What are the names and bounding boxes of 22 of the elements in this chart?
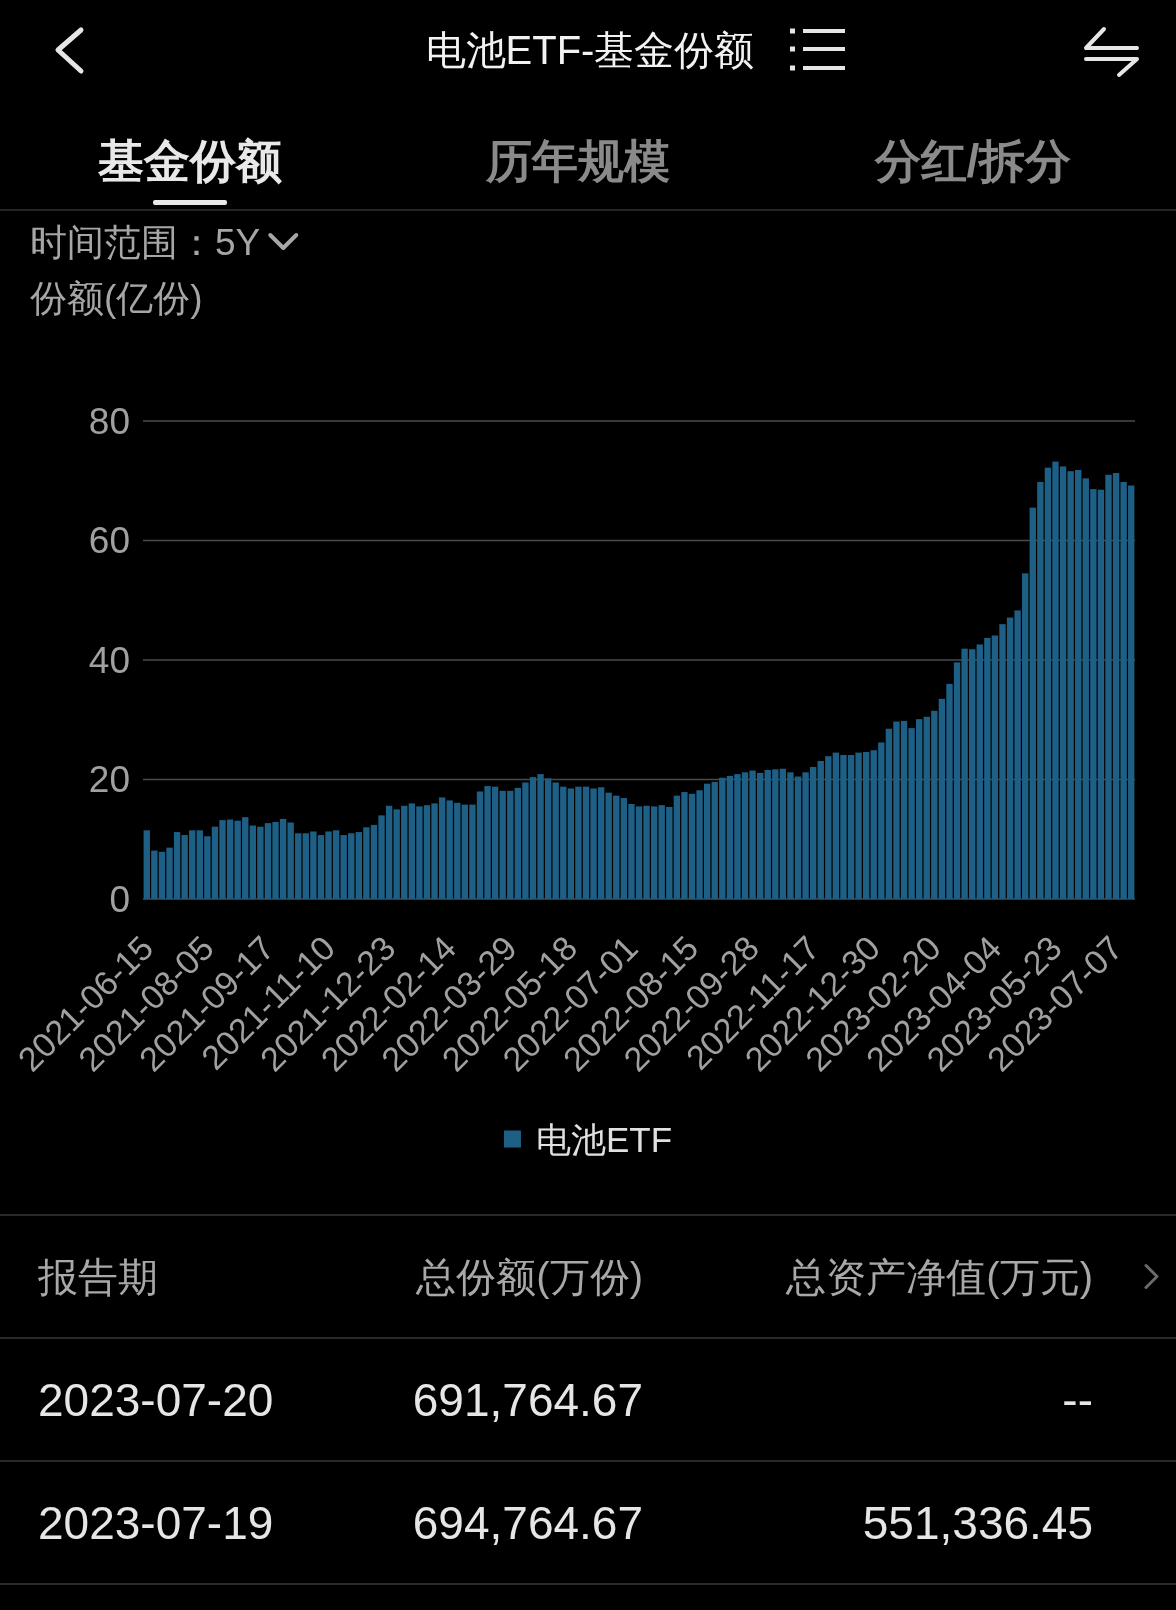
legend: 电池ETF	[503, 1119, 673, 1159]
y-axis-title: 份额(亿份)	[30, 277, 203, 319]
legend-label: 电池ETF	[535, 1119, 673, 1159]
text: 总份额(万份)	[415, 1254, 643, 1299]
y-tick-label: 20	[88, 759, 130, 800]
text: 551,336.45	[862, 1496, 1093, 1549]
text: 691,764.67	[412, 1373, 643, 1426]
y-tick-label: 0	[109, 878, 130, 920]
text: 总资产净值(万元)	[785, 1254, 1093, 1299]
y-tick-label: 40	[88, 639, 130, 681]
text: --	[1062, 1373, 1093, 1426]
text: 2023-07-20	[38, 1373, 274, 1426]
text: 2023-07-19	[38, 1496, 274, 1549]
text: 基金份额	[97, 135, 282, 187]
chart-title: 电池ETF-基金份额	[425, 28, 755, 72]
text: 报告期	[37, 1254, 158, 1299]
y-tick-label: 60	[88, 520, 130, 561]
text: 694,764.67	[412, 1496, 643, 1549]
text: 历年规模	[485, 135, 670, 187]
text: 分红/拆分	[873, 135, 1072, 187]
text: 时间范围：5Y	[30, 221, 261, 263]
y-tick-label: 80	[88, 400, 130, 442]
